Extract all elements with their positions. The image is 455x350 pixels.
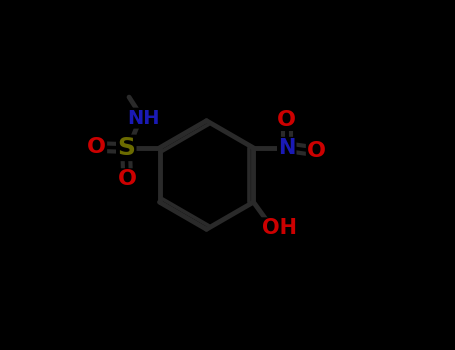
Text: O: O bbox=[117, 169, 136, 189]
Text: OH: OH bbox=[262, 218, 297, 238]
Text: O: O bbox=[307, 141, 326, 161]
Text: O: O bbox=[87, 137, 106, 157]
Text: S: S bbox=[117, 136, 135, 160]
Text: O: O bbox=[277, 110, 296, 130]
Text: NH: NH bbox=[127, 108, 159, 128]
Text: N: N bbox=[278, 138, 295, 158]
